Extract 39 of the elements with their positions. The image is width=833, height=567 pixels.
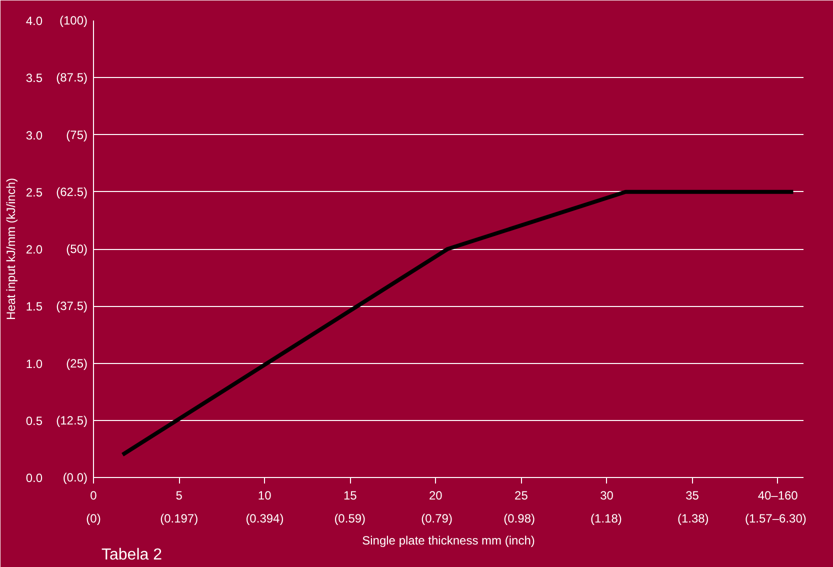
y-tick-label: 4.0 [26,14,43,28]
x2-tick-label: (0.197) [160,512,198,526]
x2-tick-label: (0.394) [246,512,284,526]
y-axis-title: Heat input kJ/mm (kJ/inch) [4,178,18,320]
y2-tick-label: (0.0) [62,470,88,484]
y-tick-label: 1.0 [26,356,43,371]
y2-tick-label: (100) [59,14,88,28]
y-tick-label: 2.5 [26,185,43,200]
y-tick-label: 3.0 [26,128,43,142]
y2-tick-label: (37.5) [56,299,88,314]
x-tick-label: 20 [428,488,443,502]
y-tick-label: 0.0 [26,471,43,485]
x2-tick-label: (0.98) [504,512,536,526]
x2-tick-label: (1.38) [677,512,709,526]
y-tick-label: 2.0 [26,242,43,256]
x-tick-label: 30 [600,488,614,502]
x-tick-label: 10 [258,488,272,502]
x-tick-label: 40–160 [758,488,798,502]
x2-tick-label: (1.18) [590,512,622,526]
x-tick-label: 5 [176,488,183,502]
x2-tick-label: (0.79) [421,512,452,526]
x-tick-label: 35 [686,488,700,502]
y2-tick-label: (12.5) [56,413,88,428]
x-axis-title: Single plate thickness mm (inch) [362,534,535,548]
y2-tick-label: (50) [66,242,88,256]
y-tick-label: 3.5 [26,71,43,86]
x2-tick-label: (1.57–6.30) [745,512,806,526]
y2-tick-label: (87.5) [56,70,88,85]
x-tick-label: 25 [514,488,528,502]
y2-tick-label: (75) [66,128,88,142]
x2-tick-label: (0.59) [334,512,366,526]
x2-tick-label: (0) [86,512,101,526]
text: Tabela 2 [102,546,162,564]
y-tick-label: 0.5 [26,414,43,428]
y2-tick-label: (62.5) [56,184,88,199]
y2-tick-label: (25) [66,356,88,370]
x-tick-label: 0 [90,488,98,502]
y-tick-label: 1.5 [26,300,43,314]
x-tick-label: 15 [343,488,358,502]
